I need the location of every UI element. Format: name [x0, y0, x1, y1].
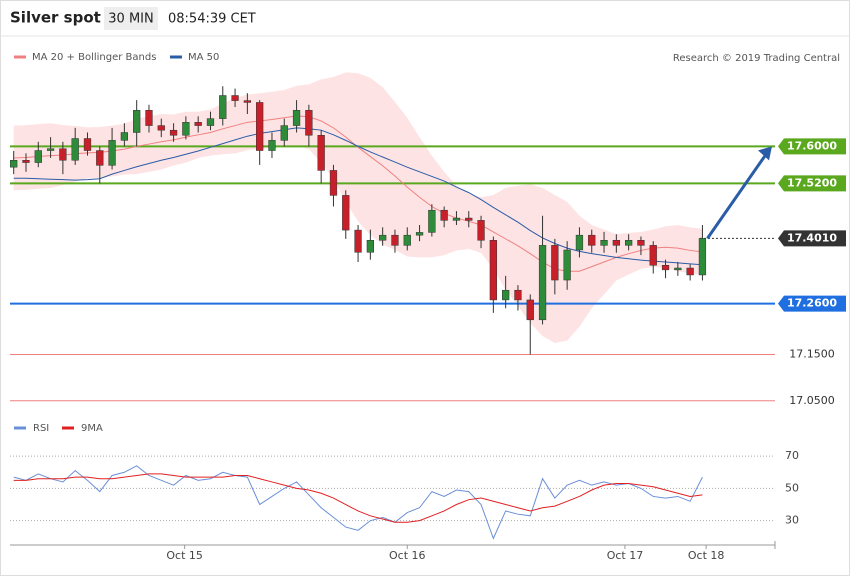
candle-body [403, 234, 411, 246]
candle-body [649, 245, 657, 266]
candle-body [612, 240, 620, 246]
level-label: 17.2600 [787, 297, 837, 310]
level-label: 17.4010 [787, 231, 837, 244]
legend-label: MA 20 + Bollinger Bands [32, 52, 156, 63]
candle-body [366, 240, 374, 253]
candle-body [59, 148, 67, 161]
level-label-box [778, 175, 846, 192]
rsi-line [13, 465, 703, 540]
candle-body [686, 267, 694, 276]
candle-body [96, 150, 104, 166]
candle-body [108, 140, 116, 166]
level-label: 17.6000 [787, 139, 837, 152]
candle-body [305, 110, 313, 136]
x-tick-label: Oct 17 [607, 549, 644, 562]
candle-body [514, 289, 522, 301]
candle-body [157, 125, 165, 131]
candle-body [206, 118, 215, 126]
x-tick-label: Oct 18 [688, 549, 725, 562]
candle-body [477, 220, 485, 241]
candle-body [465, 217, 473, 221]
candle-body [637, 240, 645, 246]
candle-body [391, 234, 399, 246]
candle-body [625, 240, 633, 246]
level-label-box [778, 138, 846, 155]
candle-body [194, 122, 202, 126]
candle-body [22, 160, 30, 163]
bollinger-band [13, 72, 703, 343]
candle-body [10, 160, 18, 168]
candle-body [83, 138, 92, 151]
level-label: 17.5200 [787, 176, 837, 189]
ma-line [13, 127, 703, 266]
candle-body [71, 138, 79, 161]
candle-body [292, 110, 301, 126]
candle-body [256, 102, 264, 151]
candle-body [551, 245, 559, 281]
candle-body [317, 135, 325, 171]
candle-body [661, 264, 670, 271]
candle-body [231, 95, 239, 101]
level-label-box [778, 295, 846, 312]
timeframe: 30 MIN [108, 12, 153, 27]
y-tick-label: 50 [785, 481, 799, 494]
candle-body [588, 234, 596, 246]
timeframe-box [104, 7, 158, 30]
candle-body [489, 240, 497, 301]
legend-label: 9MA [81, 423, 103, 434]
candle-body [34, 150, 42, 163]
ma-line [13, 115, 703, 272]
forecast-arrow [706, 153, 768, 240]
candle-body [268, 140, 276, 151]
candle-body [415, 232, 424, 236]
y-tick-label: 70 [785, 449, 799, 462]
candle-body [219, 95, 227, 119]
candle-body [243, 100, 252, 103]
title: Silver spot [10, 9, 101, 27]
rsi-line [13, 473, 703, 523]
candle-body [538, 245, 547, 321]
x-tick-label: Oct 16 [389, 549, 426, 562]
x-tick-label: Oct 15 [166, 549, 203, 562]
level-label-box [778, 230, 846, 247]
candle-body [502, 289, 510, 301]
candle-body [379, 234, 387, 241]
time: 08:54:39 CET [168, 12, 256, 27]
candle-body [145, 110, 153, 126]
candle-body [428, 209, 436, 233]
y-tick-label: 30 [785, 514, 799, 527]
candle-body [182, 122, 190, 136]
candle-body [575, 234, 584, 251]
candle-body [169, 129, 178, 136]
candle-body [440, 209, 448, 221]
candle-body [698, 238, 707, 276]
candle-body [600, 240, 608, 246]
level-label: 17.1500 [789, 348, 835, 361]
candle-body [120, 132, 129, 141]
forecast-arrowhead [758, 146, 772, 161]
level-label: 17.0500 [789, 394, 835, 407]
candle-body [354, 229, 362, 253]
candle-body [280, 125, 288, 141]
legend-label: MA 50 [188, 52, 219, 63]
candle-body [342, 195, 350, 231]
candle-body [563, 249, 571, 281]
candle-body [329, 170, 338, 196]
candle-body [452, 217, 461, 221]
credit: Research © 2019 Trading Central [673, 53, 840, 64]
candle-body [133, 110, 141, 133]
legend-label: RSI [33, 423, 49, 434]
candle-body [674, 267, 682, 271]
candle-body [526, 299, 534, 321]
candle-body [46, 148, 55, 151]
